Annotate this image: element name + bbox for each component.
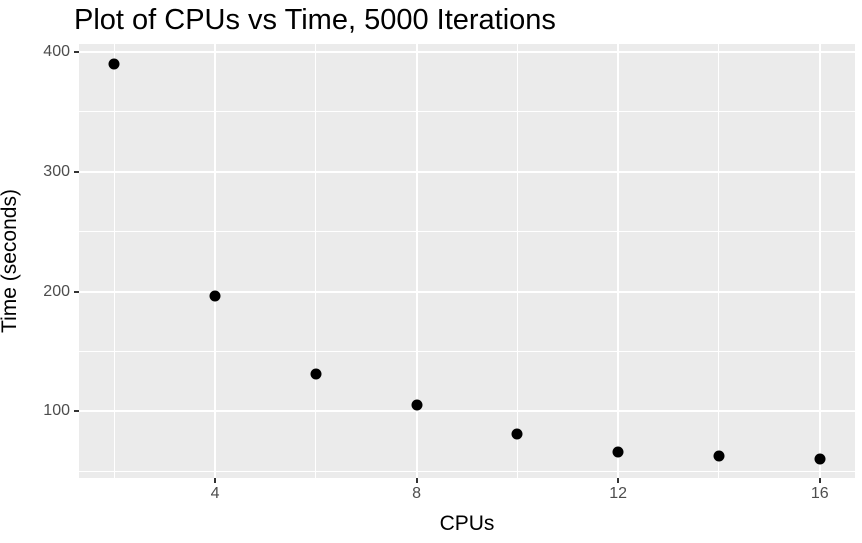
- x-tick-label: 4: [210, 485, 220, 502]
- y-tick-mark: [74, 170, 79, 173]
- y-major-gridline: [79, 410, 855, 413]
- y-tick-label: 100: [43, 402, 70, 420]
- y-major-gridline: [79, 50, 855, 53]
- data-point: [108, 58, 120, 70]
- x-axis-title: CPUs: [439, 512, 495, 535]
- x-minor-gridline: [718, 44, 720, 478]
- x-tick-label: 8: [412, 485, 422, 502]
- x-minor-gridline: [516, 44, 518, 478]
- x-tick-mark: [214, 478, 217, 483]
- x-major-gridline: [818, 44, 821, 478]
- x-major-gridline: [415, 44, 418, 478]
- data-point: [511, 428, 523, 440]
- data-point: [612, 446, 624, 458]
- x-tick-mark: [415, 478, 418, 483]
- x-minor-gridline: [113, 44, 115, 478]
- y-axis-title: Time (seconds): [0, 189, 21, 333]
- plot-panel: [79, 44, 855, 478]
- y-minor-gridline: [79, 111, 855, 113]
- y-major-gridline: [79, 170, 855, 173]
- y-major-gridline: [79, 290, 855, 293]
- y-tick-mark: [74, 410, 79, 413]
- x-tick-label: 12: [609, 485, 628, 502]
- data-point: [209, 290, 221, 302]
- x-tick-mark: [617, 478, 620, 483]
- data-point: [411, 399, 423, 411]
- y-minor-gridline: [79, 470, 855, 472]
- x-major-gridline: [617, 44, 620, 478]
- x-minor-gridline: [315, 44, 317, 478]
- y-minor-gridline: [79, 231, 855, 233]
- x-tick-label: 16: [810, 485, 829, 502]
- y-minor-gridline: [79, 351, 855, 353]
- chart-title: Plot of CPUs vs Time, 5000 Iterations: [74, 4, 556, 36]
- x-tick-mark: [818, 478, 821, 483]
- y-tick-mark: [74, 50, 79, 53]
- data-point: [713, 450, 725, 462]
- data-point: [814, 453, 826, 465]
- y-tick-label: 200: [43, 282, 70, 300]
- y-tick-label: 400: [43, 42, 70, 60]
- x-major-gridline: [214, 44, 217, 478]
- y-tick-label: 300: [43, 162, 70, 180]
- y-tick-mark: [74, 290, 79, 293]
- data-point: [310, 368, 322, 380]
